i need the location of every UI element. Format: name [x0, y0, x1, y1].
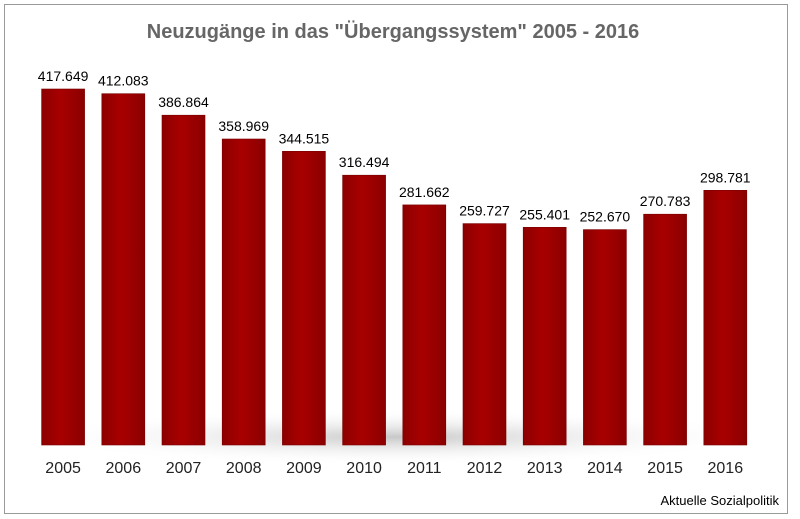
data-label-2010: 316.494: [339, 154, 390, 170]
data-label-2011: 281.662: [399, 184, 450, 200]
x-tick-2010: 2010: [346, 460, 382, 477]
bar-2016: [703, 190, 748, 446]
x-tick-2016: 2016: [708, 460, 744, 477]
data-label-2006: 412.083: [98, 73, 149, 89]
bar-2014: [583, 229, 627, 446]
data-label-2014: 252.670: [580, 209, 631, 225]
data-label-2012: 259.727: [459, 203, 510, 219]
x-tick-2011: 2011: [407, 460, 442, 477]
bar-2005: [41, 88, 85, 446]
x-tick-2008: 2008: [226, 460, 262, 477]
x-tick-2009: 2009: [286, 460, 322, 477]
bar-2013: [522, 227, 567, 446]
bars-layer: [41, 88, 748, 446]
x-tick-2006: 2006: [106, 460, 142, 477]
x-axis-tick-labels: 2005 2006 2007 2008 2009 2010 2011 2012 2013 2014…: [45, 460, 743, 477]
x-tick-2015: 2015: [647, 460, 683, 477]
bar-2009: [282, 151, 326, 446]
x-tick-2007: 2007: [166, 460, 202, 477]
data-label-2013: 255.401: [519, 206, 570, 222]
data-label-2015: 270.783: [640, 193, 691, 209]
chart-title: Neuzugänge in das "Übergangssystem" 2005…: [147, 20, 639, 43]
x-tick-2005: 2005: [45, 460, 81, 477]
bar-2006: [101, 93, 146, 446]
data-label-2016: 298.781: [700, 169, 751, 185]
data-label-2008: 358.969: [218, 118, 269, 134]
bar-2010: [342, 174, 386, 446]
bar-2007: [161, 114, 206, 446]
source-note: Aktuelle Sozialpolitik: [660, 493, 779, 508]
data-label-2009: 344.515: [279, 130, 330, 146]
data-label-2007: 386.864: [158, 94, 209, 110]
bar-2008: [221, 138, 266, 446]
x-tick-2014: 2014: [587, 460, 623, 477]
bar-2012: [462, 223, 507, 446]
bar-2015: [643, 213, 687, 446]
data-label-2005: 417.649: [38, 68, 89, 84]
x-tick-2012: 2012: [467, 460, 503, 477]
chart-frame: Neuzugänge in das "Übergangssystem" 2005…: [4, 4, 788, 514]
bar-2011: [402, 204, 447, 446]
x-tick-2013: 2013: [527, 460, 563, 477]
data-labels-layer: 417.649 412.083 386.864 358.969 344.515 316.4…: [38, 68, 751, 225]
bar-chart: Neuzugänge in das "Übergangssystem" 2005…: [17, 20, 779, 508]
